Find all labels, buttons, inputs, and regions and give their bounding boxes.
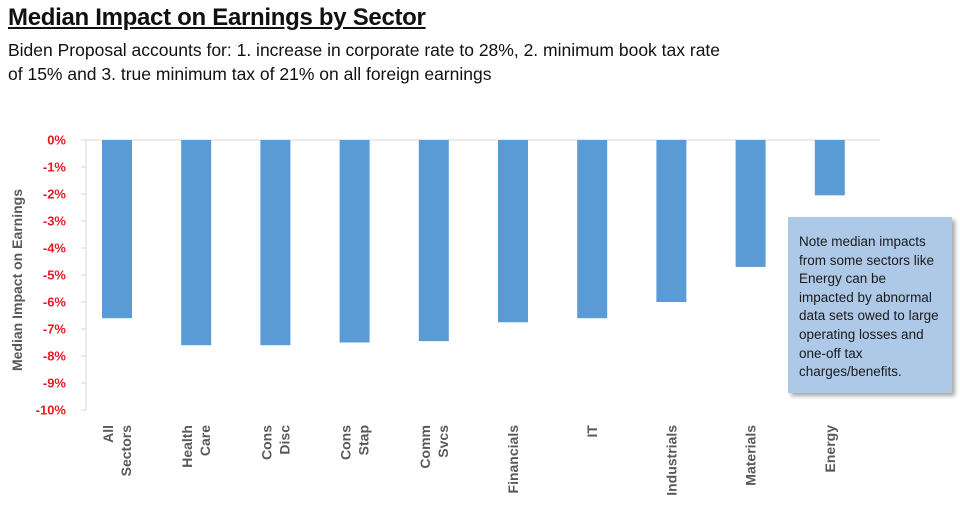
y-tick-label: -6% (43, 295, 67, 310)
x-tick-label: Cons Stap (338, 425, 372, 460)
x-tick-label: IT (584, 425, 600, 438)
bar (102, 140, 132, 319)
y-axis-label-container: Median Impact on Earnings (4, 170, 30, 390)
bar (577, 140, 608, 319)
x-tick-label-line: Disc (276, 425, 292, 455)
y-tick-label: -1% (43, 160, 67, 175)
x-tick-label-line: Sectors (118, 425, 134, 477)
bar (814, 140, 845, 196)
y-tick-label: -10% (36, 403, 67, 418)
x-tick-label-line: Cons (258, 425, 274, 460)
y-tick-label: -5% (43, 268, 67, 283)
bar (735, 140, 766, 267)
y-tick-label: -7% (43, 322, 67, 337)
x-tick-label: All Sectors (100, 425, 134, 477)
chart-subtitle: Biden Proposal accounts for: 1. increase… (8, 40, 721, 84)
y-tick-label: -4% (43, 241, 67, 256)
x-tick-label-line: Svcs (435, 425, 451, 458)
chart-title: Median Impact on Earnings by Sector (8, 4, 426, 31)
x-tick-label-line: Care (197, 425, 213, 456)
bar (656, 140, 687, 302)
x-tick-label-line: Industrials (663, 425, 679, 496)
y-tick-label: -9% (43, 376, 67, 391)
x-tick-label: Industrials (663, 425, 679, 496)
x-tick-label: Health Care (179, 425, 213, 468)
x-tick-label: Energy (822, 425, 838, 473)
x-tick-label: Materials (743, 425, 759, 486)
x-tick-label-line: Comm (417, 425, 433, 469)
x-tick-label-line: Energy (822, 425, 838, 473)
x-tick-label-line: Financials (505, 425, 521, 494)
y-tick-label: -3% (43, 214, 67, 229)
note-box: Note median impacts from some sectors li… (788, 217, 952, 393)
bar (339, 140, 370, 343)
x-tick-label-line: Cons (338, 425, 354, 460)
x-tick-label: Cons Disc (258, 425, 292, 460)
y-axis-label: Median Impact on Earnings (9, 188, 25, 372)
bar (498, 140, 528, 323)
x-tick-label-line: Health (179, 425, 195, 468)
bar (260, 140, 291, 346)
bar (418, 140, 449, 342)
bar (181, 140, 212, 346)
x-tick-label-line: IT (584, 425, 600, 438)
x-tick-label: Comm Svcs (417, 425, 451, 469)
y-tick-label: 0% (47, 133, 66, 148)
y-tick-label: -8% (43, 349, 67, 364)
x-tick-label-line: All (100, 425, 116, 443)
x-tick-label: Financials (505, 425, 521, 494)
y-tick-label: -2% (43, 187, 67, 202)
x-tick-label-line: Stap (356, 425, 372, 455)
x-tick-label-line: Materials (743, 425, 759, 486)
